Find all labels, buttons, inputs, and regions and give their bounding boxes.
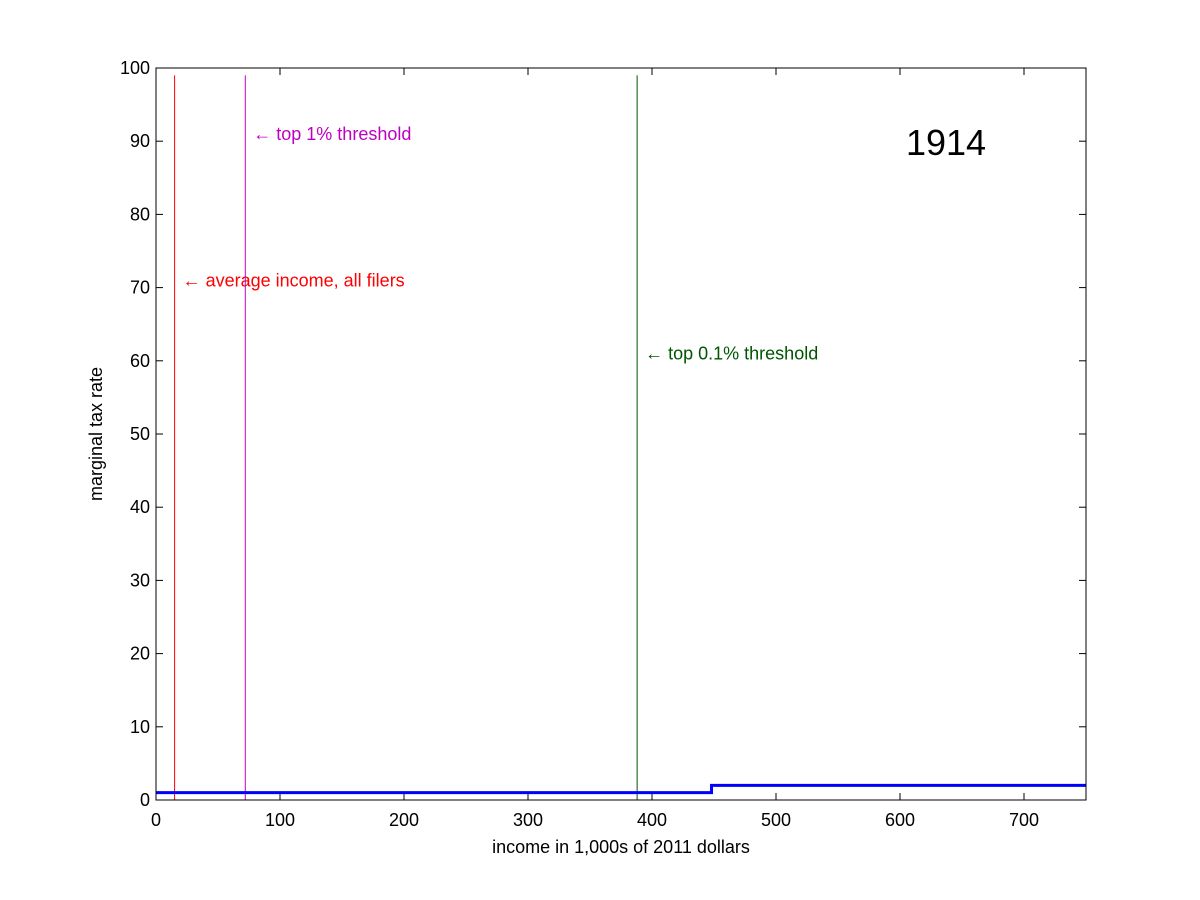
y-tick-label: 50 bbox=[130, 424, 150, 444]
x-axis-label: income in 1,000s of 2011 dollars bbox=[492, 837, 750, 857]
x-tick-label: 700 bbox=[1009, 810, 1039, 830]
axis-ticks: 0 100 200 300 400 500 600 700 0 10 20 30 40 50 60 70 80 9… bbox=[120, 58, 1086, 830]
y-tick-label: 0 bbox=[140, 790, 150, 810]
plot-frame bbox=[155, 67, 1087, 801]
y-tick-label: 90 bbox=[130, 131, 150, 151]
threshold-label: ← top 1% threshold bbox=[253, 124, 411, 144]
series-lines bbox=[156, 783, 1086, 795]
year-label: 1914 bbox=[906, 122, 986, 163]
y-tick-label: 100 bbox=[120, 58, 150, 78]
x-tick-label: 0 bbox=[151, 810, 161, 830]
threshold-markers: ← average income, all filers ← top 1% thr… bbox=[174, 75, 818, 800]
y-tick-label: 60 bbox=[130, 351, 150, 371]
x-tick-label: 600 bbox=[885, 810, 915, 830]
y-axis-label: marginal tax rate bbox=[86, 367, 106, 501]
threshold-label: ← top 0.1% threshold bbox=[645, 343, 818, 363]
y-tick-label: 20 bbox=[130, 644, 150, 664]
y-tick-label: 40 bbox=[130, 497, 150, 517]
y-tick-label: 30 bbox=[130, 570, 150, 590]
plot-background bbox=[156, 68, 1086, 800]
x-tick-label: 500 bbox=[761, 810, 791, 830]
x-tick-label: 300 bbox=[513, 810, 543, 830]
x-tick-label: 100 bbox=[265, 810, 295, 830]
x-tick-label: 200 bbox=[389, 810, 419, 830]
y-tick-label: 10 bbox=[130, 717, 150, 737]
y-tick-label: 70 bbox=[130, 278, 150, 298]
tax-rate-line bbox=[156, 783, 1086, 795]
y-tick-label: 80 bbox=[130, 204, 150, 224]
x-tick-label: 400 bbox=[637, 810, 667, 830]
threshold-label: ← average income, all filers bbox=[183, 270, 405, 290]
